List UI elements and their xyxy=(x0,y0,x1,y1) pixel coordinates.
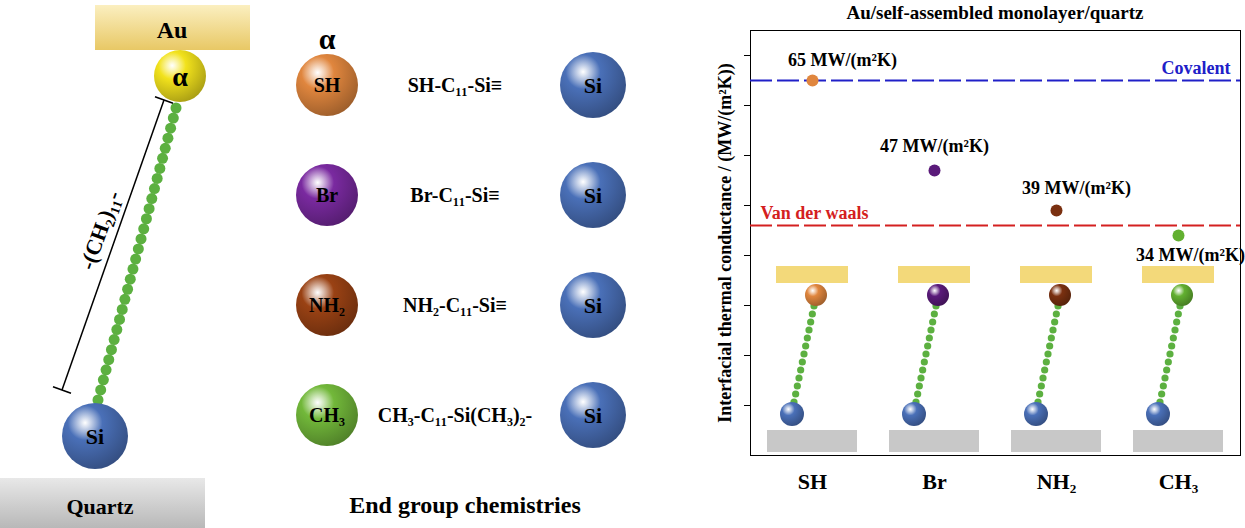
svg-text:NH₂-C₁₁-Si≡: NH₂-C₁₁-Si≡ xyxy=(403,294,507,316)
svg-text:SH: SH xyxy=(314,74,341,96)
svg-text:CH₃: CH₃ xyxy=(1159,469,1199,494)
svg-text:Si: Si xyxy=(584,403,602,428)
html-text:Au/self-assembled monolayer/qu: Au/self-assembled monolayer/quartz xyxy=(846,2,1144,23)
svg-text:Interfacial thermal conductanc: Interfacial thermal conductance / (MW/(m… xyxy=(715,63,736,422)
svg-text:SH-C₁₁-Si≡: SH-C₁₁-Si≡ xyxy=(408,74,503,96)
svg-text:Quartz: Quartz xyxy=(66,494,133,519)
svg-text:Au: Au xyxy=(157,17,188,43)
svg-text:Br-C₁₁-Si≡: Br-C₁₁-Si≡ xyxy=(410,184,499,206)
svg-text:Br: Br xyxy=(922,469,947,494)
svg-text:End group chemistries: End group chemistries xyxy=(349,492,581,518)
svg-text:39 MW/(m²K): 39 MW/(m²K) xyxy=(1022,178,1131,199)
svg-text:NH₂: NH₂ xyxy=(1037,469,1077,494)
svg-text:CH₃: CH₃ xyxy=(309,404,345,426)
svg-text:-(CH₂)₁₁-: -(CH₂)₁₁- xyxy=(74,187,126,273)
svg-text:α: α xyxy=(172,61,188,92)
svg-text:47 MW/(m²K): 47 MW/(m²K) xyxy=(880,136,989,157)
svg-text:65 MW/(m²K): 65 MW/(m²K) xyxy=(788,50,897,71)
svg-text:Si: Si xyxy=(584,183,602,208)
svg-text:Covalent: Covalent xyxy=(1162,58,1231,78)
svg-text:Br: Br xyxy=(316,184,338,206)
svg-text:NH₂: NH₂ xyxy=(309,294,345,316)
svg-text:Si: Si xyxy=(584,73,602,98)
svg-text:SH: SH xyxy=(798,469,827,494)
svg-text:Si: Si xyxy=(86,424,104,449)
svg-text:Si: Si xyxy=(584,293,602,318)
svg-text:34 MW/(m²K): 34 MW/(m²K) xyxy=(1136,245,1245,266)
svg-text:α: α xyxy=(319,22,336,55)
svg-text:Van der waals: Van der waals xyxy=(761,203,869,223)
svg-text:CH₃-C₁₁-Si(CH₃)₂-: CH₃-C₁₁-Si(CH₃)₂- xyxy=(378,404,532,427)
